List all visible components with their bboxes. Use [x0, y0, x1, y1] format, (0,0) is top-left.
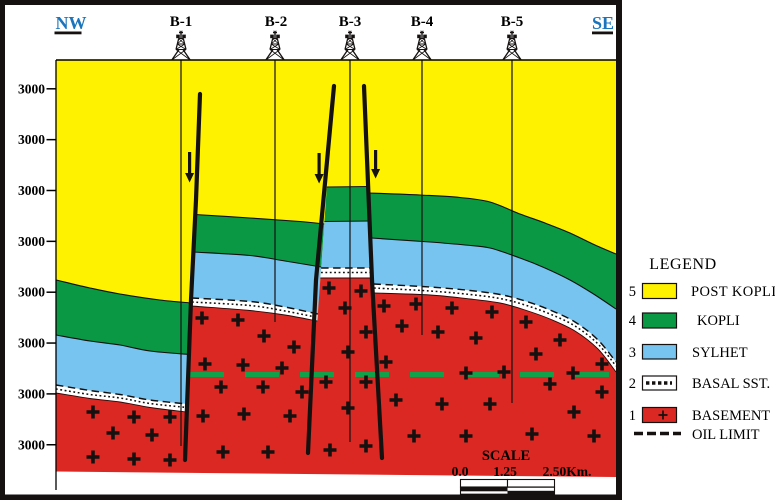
svg-text:3000: 3000	[18, 183, 45, 198]
svg-text:3000: 3000	[18, 132, 45, 147]
svg-text:3000: 3000	[18, 437, 45, 452]
svg-text:B-1: B-1	[170, 14, 193, 30]
svg-text:4: 4	[629, 313, 637, 329]
svg-text:3: 3	[629, 345, 636, 361]
svg-text:3000: 3000	[18, 81, 45, 96]
svg-text:0.0: 0.0	[452, 464, 469, 479]
svg-text:NW: NW	[56, 13, 87, 33]
svg-text:B-3: B-3	[339, 14, 362, 30]
svg-text:SE: SE	[592, 13, 614, 33]
svg-text:1: 1	[629, 408, 636, 424]
svg-text:3000: 3000	[18, 234, 45, 249]
svg-text:2: 2	[629, 376, 636, 392]
svg-text:1.25: 1.25	[493, 464, 517, 479]
svg-text:3000: 3000	[18, 336, 45, 351]
svg-text:B-4: B-4	[411, 14, 434, 30]
svg-text:SCALE: SCALE	[482, 448, 530, 464]
svg-text:KOPLI: KOPLI	[697, 313, 740, 329]
svg-text:3000: 3000	[18, 386, 45, 401]
svg-text:B-2: B-2	[265, 14, 288, 30]
svg-text:POST KOPLI: POST KOPLI	[691, 284, 775, 300]
svg-text:BASEMENT: BASEMENT	[692, 408, 770, 424]
svg-text:2.50Km.: 2.50Km.	[543, 464, 592, 479]
svg-text:3000: 3000	[18, 285, 45, 300]
svg-text:BASAL SST.: BASAL SST.	[692, 376, 770, 392]
svg-text:LEGEND: LEGEND	[649, 256, 717, 273]
svg-text:SYLHET: SYLHET	[692, 345, 748, 361]
svg-text:5: 5	[629, 284, 636, 300]
svg-text:OIL LIMIT: OIL LIMIT	[692, 427, 760, 443]
svg-text:B-5: B-5	[501, 14, 524, 30]
